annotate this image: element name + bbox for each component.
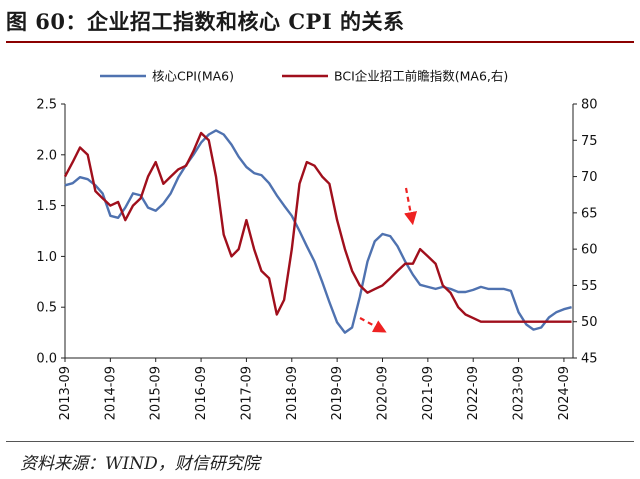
right-tick-label: 60 [581, 243, 598, 258]
right-tick-label: 75 [581, 134, 598, 149]
annotation-arrow-2020 [359, 317, 387, 333]
source-rule [6, 441, 634, 442]
legend-label-bci: BCI企业招工前瞻指数(MA6,右) [334, 69, 508, 84]
legend-label-cpi: 核心CPI(MA6) [152, 69, 234, 84]
left-tick-label: 2.0 [36, 148, 57, 163]
left-tick-label: 1.0 [36, 250, 57, 265]
series-line-bci [63, 131, 572, 323]
legend: 核心CPI(MA6) BCI企业招工前瞻指数(MA6,右) [100, 69, 508, 84]
right-tick-label: 50 [581, 315, 598, 330]
x-tick-label: 2014-09 [103, 366, 118, 420]
right-tick-label: 80 [581, 98, 598, 113]
series-layer [63, 129, 572, 334]
right-tick-label: 55 [581, 279, 598, 294]
x-tick-label: 2016-09 [194, 366, 209, 420]
title-rule [6, 41, 634, 43]
figure-title: 图 60：企业招工指数和核心 CPI 的关系 [6, 9, 405, 34]
left-tick-label: 0.5 [36, 301, 57, 316]
series-line-core-cpi [64, 129, 572, 334]
x-tick-label: 2015-09 [149, 366, 164, 420]
x-tick-label: 2019-09 [330, 366, 345, 420]
annotation-arrow-2021 [404, 187, 418, 226]
axes: 0.0 0.5 1.0 1.5 2.0 2.5 45 50 55 60 65 70 75 80 2013-0… [36, 98, 597, 421]
x-tick-label: 2022-09 [466, 366, 481, 420]
left-tick-label: 1.5 [36, 199, 57, 214]
left-tick-label: 2.5 [36, 98, 57, 113]
x-tick-label: 2020-09 [376, 366, 391, 420]
right-tick-label: 45 [581, 352, 598, 367]
x-tick-label: 2017-09 [239, 366, 254, 420]
right-tick-label: 70 [581, 170, 598, 185]
left-tick-label: 0.0 [36, 352, 57, 367]
x-tick-label: 2018-09 [285, 366, 300, 420]
x-tick-label: 2021-09 [421, 366, 436, 420]
x-tick-label: 2024-09 [557, 366, 572, 420]
x-tick-label: 2023-09 [512, 366, 527, 420]
right-tick-label: 65 [581, 206, 598, 221]
x-tick-label: 2013-09 [58, 366, 73, 420]
source-note: 资料来源：WIND，财信研究院 [20, 454, 260, 474]
